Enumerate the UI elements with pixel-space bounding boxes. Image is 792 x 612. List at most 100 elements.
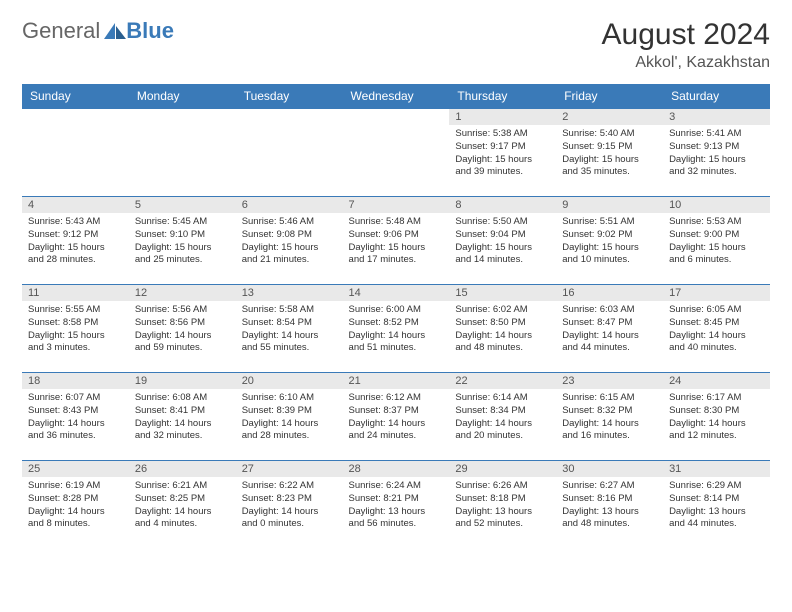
location-label: Akkol', Kazakhstan — [602, 54, 770, 72]
day-details: Sunrise: 6:00 AMSunset: 8:52 PMDaylight:… — [343, 301, 450, 359]
calendar-day-cell: 3Sunrise: 5:41 AMSunset: 9:13 PMDaylight… — [663, 109, 770, 197]
day-number: 20 — [236, 373, 343, 389]
calendar-day-cell: 11Sunrise: 5:55 AMSunset: 8:58 PMDayligh… — [22, 285, 129, 373]
day-number: 17 — [663, 285, 770, 301]
day-number: 18 — [22, 373, 129, 389]
calendar-day-cell: 10Sunrise: 5:53 AMSunset: 9:00 PMDayligh… — [663, 197, 770, 285]
day-number: 11 — [22, 285, 129, 301]
calendar-day-cell — [343, 109, 450, 197]
day-number: 27 — [236, 461, 343, 477]
calendar-day-cell — [129, 109, 236, 197]
day-number: 2 — [556, 109, 663, 125]
day-number: 30 — [556, 461, 663, 477]
calendar-day-cell: 2Sunrise: 5:40 AMSunset: 9:15 PMDaylight… — [556, 109, 663, 197]
calendar-day-cell: 26Sunrise: 6:21 AMSunset: 8:25 PMDayligh… — [129, 461, 236, 549]
day-number: 16 — [556, 285, 663, 301]
day-number: 23 — [556, 373, 663, 389]
day-details: Sunrise: 6:02 AMSunset: 8:50 PMDaylight:… — [449, 301, 556, 359]
calendar-day-cell: 24Sunrise: 6:17 AMSunset: 8:30 PMDayligh… — [663, 373, 770, 461]
day-details: Sunrise: 6:26 AMSunset: 8:18 PMDaylight:… — [449, 477, 556, 535]
calendar-week-row: 4Sunrise: 5:43 AMSunset: 9:12 PMDaylight… — [22, 197, 770, 285]
day-details: Sunrise: 6:19 AMSunset: 8:28 PMDaylight:… — [22, 477, 129, 535]
calendar-day-cell: 5Sunrise: 5:45 AMSunset: 9:10 PMDaylight… — [129, 197, 236, 285]
calendar-table: Sunday Monday Tuesday Wednesday Thursday… — [22, 84, 770, 549]
calendar-day-cell: 23Sunrise: 6:15 AMSunset: 8:32 PMDayligh… — [556, 373, 663, 461]
day-details: Sunrise: 6:29 AMSunset: 8:14 PMDaylight:… — [663, 477, 770, 535]
calendar-day-cell: 7Sunrise: 5:48 AMSunset: 9:06 PMDaylight… — [343, 197, 450, 285]
day-number: 14 — [343, 285, 450, 301]
calendar-day-cell — [236, 109, 343, 197]
calendar-day-cell: 28Sunrise: 6:24 AMSunset: 8:21 PMDayligh… — [343, 461, 450, 549]
day-number: 8 — [449, 197, 556, 213]
weekday-header: Sunday — [22, 84, 129, 109]
calendar-day-cell: 13Sunrise: 5:58 AMSunset: 8:54 PMDayligh… — [236, 285, 343, 373]
calendar-day-cell — [22, 109, 129, 197]
calendar-day-cell: 9Sunrise: 5:51 AMSunset: 9:02 PMDaylight… — [556, 197, 663, 285]
day-details: Sunrise: 6:12 AMSunset: 8:37 PMDaylight:… — [343, 389, 450, 447]
weekday-header: Monday — [129, 84, 236, 109]
calendar-day-cell: 31Sunrise: 6:29 AMSunset: 8:14 PMDayligh… — [663, 461, 770, 549]
calendar-day-cell: 17Sunrise: 6:05 AMSunset: 8:45 PMDayligh… — [663, 285, 770, 373]
calendar-day-cell: 14Sunrise: 6:00 AMSunset: 8:52 PMDayligh… — [343, 285, 450, 373]
day-details: Sunrise: 6:03 AMSunset: 8:47 PMDaylight:… — [556, 301, 663, 359]
day-number: 22 — [449, 373, 556, 389]
day-details: Sunrise: 5:45 AMSunset: 9:10 PMDaylight:… — [129, 213, 236, 271]
calendar-day-cell: 25Sunrise: 6:19 AMSunset: 8:28 PMDayligh… — [22, 461, 129, 549]
day-number: 29 — [449, 461, 556, 477]
day-number: 15 — [449, 285, 556, 301]
day-details: Sunrise: 5:55 AMSunset: 8:58 PMDaylight:… — [22, 301, 129, 359]
day-details: Sunrise: 5:41 AMSunset: 9:13 PMDaylight:… — [663, 125, 770, 183]
logo-sail-icon — [104, 23, 126, 39]
day-details: Sunrise: 5:48 AMSunset: 9:06 PMDaylight:… — [343, 213, 450, 271]
weekday-header: Tuesday — [236, 84, 343, 109]
calendar-week-row: 1Sunrise: 5:38 AMSunset: 9:17 PMDaylight… — [22, 109, 770, 197]
calendar-day-cell: 22Sunrise: 6:14 AMSunset: 8:34 PMDayligh… — [449, 373, 556, 461]
day-details: Sunrise: 6:21 AMSunset: 8:25 PMDaylight:… — [129, 477, 236, 535]
day-details: Sunrise: 6:07 AMSunset: 8:43 PMDaylight:… — [22, 389, 129, 447]
calendar-day-cell: 15Sunrise: 6:02 AMSunset: 8:50 PMDayligh… — [449, 285, 556, 373]
calendar-day-cell: 29Sunrise: 6:26 AMSunset: 8:18 PMDayligh… — [449, 461, 556, 549]
logo-text-2: Blue — [126, 18, 174, 44]
calendar-day-cell: 8Sunrise: 5:50 AMSunset: 9:04 PMDaylight… — [449, 197, 556, 285]
logo: General Blue — [22, 18, 174, 44]
day-number: 21 — [343, 373, 450, 389]
day-details: Sunrise: 6:22 AMSunset: 8:23 PMDaylight:… — [236, 477, 343, 535]
day-details: Sunrise: 6:05 AMSunset: 8:45 PMDaylight:… — [663, 301, 770, 359]
calendar-day-cell: 1Sunrise: 5:38 AMSunset: 9:17 PMDaylight… — [449, 109, 556, 197]
day-details: Sunrise: 5:46 AMSunset: 9:08 PMDaylight:… — [236, 213, 343, 271]
weekday-header: Thursday — [449, 84, 556, 109]
calendar-day-cell: 4Sunrise: 5:43 AMSunset: 9:12 PMDaylight… — [22, 197, 129, 285]
day-details: Sunrise: 5:56 AMSunset: 8:56 PMDaylight:… — [129, 301, 236, 359]
day-details: Sunrise: 5:43 AMSunset: 9:12 PMDaylight:… — [22, 213, 129, 271]
calendar-day-cell: 19Sunrise: 6:08 AMSunset: 8:41 PMDayligh… — [129, 373, 236, 461]
day-details: Sunrise: 5:50 AMSunset: 9:04 PMDaylight:… — [449, 213, 556, 271]
day-number: 25 — [22, 461, 129, 477]
weekday-header-row: Sunday Monday Tuesday Wednesday Thursday… — [22, 84, 770, 109]
day-details: Sunrise: 6:17 AMSunset: 8:30 PMDaylight:… — [663, 389, 770, 447]
weekday-header: Wednesday — [343, 84, 450, 109]
day-number: 12 — [129, 285, 236, 301]
day-number: 9 — [556, 197, 663, 213]
day-details: Sunrise: 6:15 AMSunset: 8:32 PMDaylight:… — [556, 389, 663, 447]
calendar-day-cell: 18Sunrise: 6:07 AMSunset: 8:43 PMDayligh… — [22, 373, 129, 461]
day-details: Sunrise: 6:10 AMSunset: 8:39 PMDaylight:… — [236, 389, 343, 447]
calendar-day-cell: 21Sunrise: 6:12 AMSunset: 8:37 PMDayligh… — [343, 373, 450, 461]
calendar-day-cell: 27Sunrise: 6:22 AMSunset: 8:23 PMDayligh… — [236, 461, 343, 549]
weekday-header: Saturday — [663, 84, 770, 109]
title-block: August 2024 Akkol', Kazakhstan — [602, 18, 770, 72]
day-details: Sunrise: 5:38 AMSunset: 9:17 PMDaylight:… — [449, 125, 556, 183]
day-number: 5 — [129, 197, 236, 213]
day-number: 31 — [663, 461, 770, 477]
day-details: Sunrise: 6:08 AMSunset: 8:41 PMDaylight:… — [129, 389, 236, 447]
calendar-day-cell: 16Sunrise: 6:03 AMSunset: 8:47 PMDayligh… — [556, 285, 663, 373]
calendar-day-cell: 30Sunrise: 6:27 AMSunset: 8:16 PMDayligh… — [556, 461, 663, 549]
calendar-day-cell: 12Sunrise: 5:56 AMSunset: 8:56 PMDayligh… — [129, 285, 236, 373]
day-details: Sunrise: 6:27 AMSunset: 8:16 PMDaylight:… — [556, 477, 663, 535]
day-number: 6 — [236, 197, 343, 213]
header: General Blue August 2024 Akkol', Kazakhs… — [22, 18, 770, 72]
day-number: 1 — [449, 109, 556, 125]
day-number: 28 — [343, 461, 450, 477]
calendar-day-cell: 6Sunrise: 5:46 AMSunset: 9:08 PMDaylight… — [236, 197, 343, 285]
day-number: 7 — [343, 197, 450, 213]
day-number: 24 — [663, 373, 770, 389]
